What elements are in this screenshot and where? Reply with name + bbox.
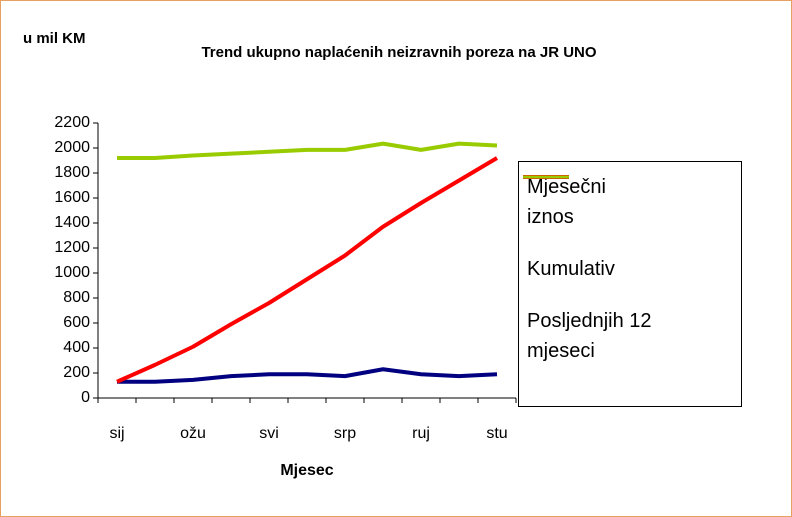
legend-entry: Posljednjih 12 mjeseci xyxy=(523,175,741,366)
legend-label: Kumulativ xyxy=(527,258,615,280)
chart-title: Trend ukupno naplaćenih neizravnih porez… xyxy=(201,44,596,61)
x-axis-title: Mjesec xyxy=(280,462,333,479)
x-tick-label: srp xyxy=(334,425,356,442)
legend-entry: Kumulativ xyxy=(523,175,741,284)
x-tick-label: ruj xyxy=(412,425,430,442)
x-tick-label: svi xyxy=(259,425,279,442)
legend: Mjesečni iznos Kumulativ Posljednjih 12 mj… xyxy=(518,161,742,407)
y-tick-label: 1600 xyxy=(54,189,90,206)
legend-label: Mjesečni iznos xyxy=(527,176,606,228)
x-tick-label: ožu xyxy=(180,425,206,442)
series-line xyxy=(116,156,499,384)
x-tick-label: sij xyxy=(109,425,124,442)
legend-label: Posljednjih 12 mjeseci xyxy=(527,310,652,362)
y-tick-label: 1800 xyxy=(54,164,90,181)
y-tick-label: 1200 xyxy=(54,239,90,256)
y-tick-label: 600 xyxy=(63,314,90,331)
legend-swatch xyxy=(523,175,569,179)
y-tick-label: 1400 xyxy=(54,214,90,231)
y-tick-label: 0 xyxy=(81,389,90,406)
y-tick-label: 2200 xyxy=(54,114,90,131)
y-tick-label: 1000 xyxy=(54,264,90,281)
y-tick-label: 2000 xyxy=(54,139,90,156)
y-tick-label: 400 xyxy=(63,339,90,356)
series-line xyxy=(117,367,498,384)
y-unit: u mil KM xyxy=(23,30,86,47)
x-tick-label: stu xyxy=(486,425,507,442)
series-line xyxy=(117,141,498,160)
y-tick-label: 200 xyxy=(63,364,90,381)
y-tick-label: 800 xyxy=(63,289,90,306)
